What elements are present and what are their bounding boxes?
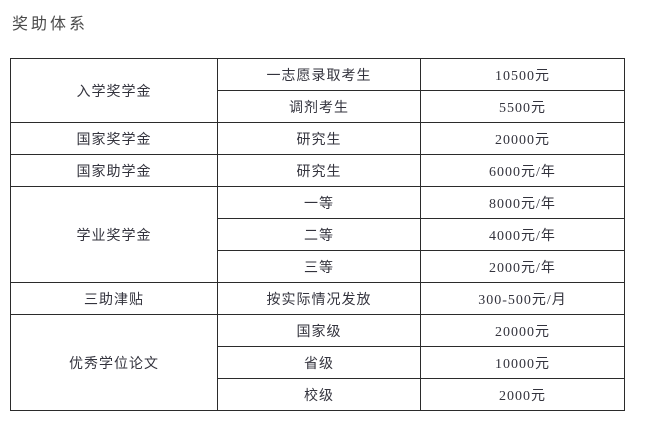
amount-cell: 6000元/年: [420, 154, 625, 187]
amount-cell: 8000元/年: [420, 186, 625, 219]
award-table: 入学奖学金 一志愿录取考生 10500元 调剂考生 5500元 国家奖学金 研究生 20000…: [10, 58, 625, 411]
item-cell: 二等: [217, 218, 421, 251]
amount-cell: 10000元: [420, 346, 625, 379]
item-cell: 按实际情况发放: [217, 282, 421, 315]
table-row: 三助津贴 按实际情况发放 300-500元/月: [10, 282, 625, 315]
table-row: 国家助学金 研究生 6000元/年: [10, 154, 625, 187]
item-cell: 国家级: [217, 314, 421, 347]
amount-cell: 4000元/年: [420, 218, 625, 251]
category-cell: 入学奖学金: [10, 58, 218, 123]
item-cell: 一等: [217, 186, 421, 219]
amount-cell: 20000元: [420, 122, 625, 155]
amount-cell: 10500元: [420, 58, 625, 91]
table-row: 入学奖学金 一志愿录取考生 10500元: [10, 58, 625, 123]
item-cell: 三等: [217, 250, 421, 283]
item-cell: 一志愿录取考生: [217, 58, 421, 91]
table-row: 国家奖学金 研究生 20000元: [10, 122, 625, 155]
amount-cell: 2000元/年: [420, 250, 625, 283]
table-row: 省级 10000元: [11, 346, 625, 379]
category-cell: 国家助学金: [10, 154, 218, 187]
table-row: 三等 2000元/年: [11, 250, 625, 283]
category-cell: 三助津贴: [10, 282, 218, 315]
category-cell: 学业奖学金: [10, 186, 218, 283]
table-row: 学业奖学金 一等 8000元/年: [10, 186, 625, 283]
table-row: 二等 4000元/年: [11, 218, 625, 251]
table-row: 校级 2000元: [11, 378, 625, 411]
item-cell: 研究生: [217, 122, 421, 155]
page-title: 奖助体系: [12, 14, 89, 33]
item-cell: 省级: [217, 346, 421, 379]
amount-cell: 5500元: [420, 90, 625, 123]
category-cell: 优秀学位论文: [10, 314, 218, 411]
amount-cell: 300-500元/月: [420, 282, 625, 315]
table-row: 优秀学位论文 国家级 20000元: [10, 314, 625, 411]
category-cell: 国家奖学金: [10, 122, 218, 155]
table-row: 调剂考生 5500元: [11, 90, 625, 123]
amount-cell: 20000元: [420, 314, 625, 347]
item-cell: 校级: [217, 378, 421, 411]
amount-cell: 2000元: [420, 378, 625, 411]
item-cell: 研究生: [217, 154, 421, 187]
item-cell: 调剂考生: [217, 90, 421, 123]
